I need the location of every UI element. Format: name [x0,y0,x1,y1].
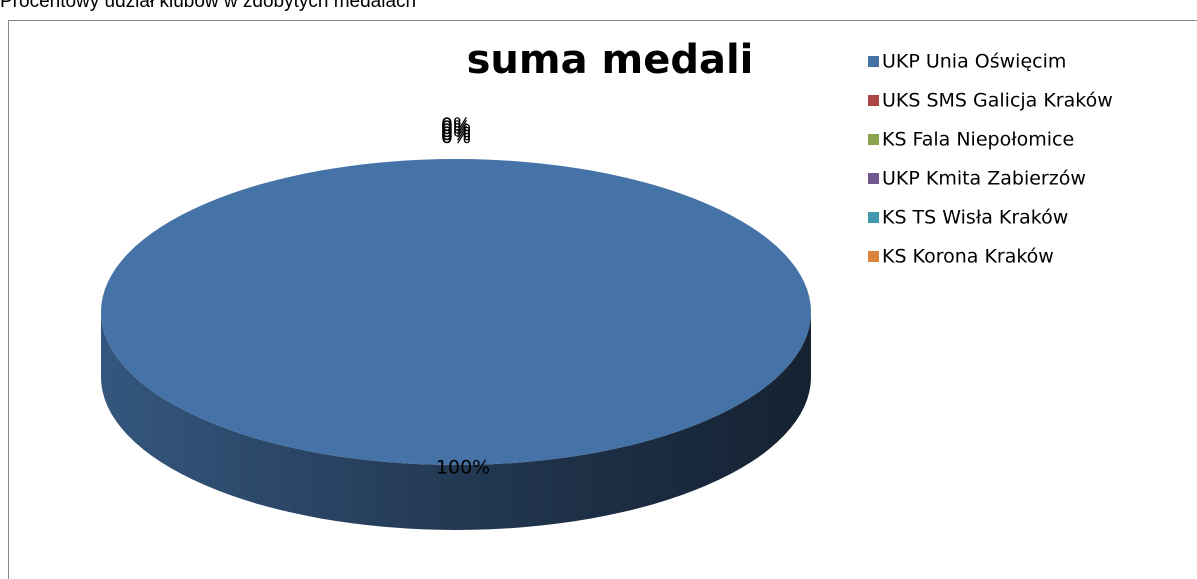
legend-label: UKP Unia Oświęcim [882,51,1066,73]
pie: 100%0%0%0%0%0% [101,114,811,530]
data-label: 0% [441,117,471,139]
data-label: 0% [441,120,471,142]
pie-side [101,312,811,530]
chart-border [8,20,1197,579]
legend-swatch [868,212,879,223]
data-label: 0% [441,114,471,136]
data-label: 0% [441,126,471,148]
caption: Procentowy udział klubów w zdobytych med… [0,0,416,12]
legend-swatch [868,134,879,145]
legend: UKP Unia Oświęcim UKS SMS Galicja Kraków K… [868,51,1113,268]
legend-label: KS Korona Kraków [882,246,1054,268]
legend-label: KS TS Wisła Kraków [882,207,1068,229]
chart-title: suma medali [467,37,754,83]
legend-swatch [868,173,879,184]
pie-slice [101,159,811,465]
legend-label: UKS SMS Galicja Kraków [882,90,1113,112]
legend-swatch [868,251,879,262]
data-label: 100% [436,457,490,479]
legend-swatch [868,56,879,67]
data-label: 0% [441,123,471,145]
legend-label: KS Fala Niepołomice [882,129,1074,151]
legend-swatch [868,95,879,106]
legend-label: UKP Kmita Zabierzów [882,168,1086,190]
